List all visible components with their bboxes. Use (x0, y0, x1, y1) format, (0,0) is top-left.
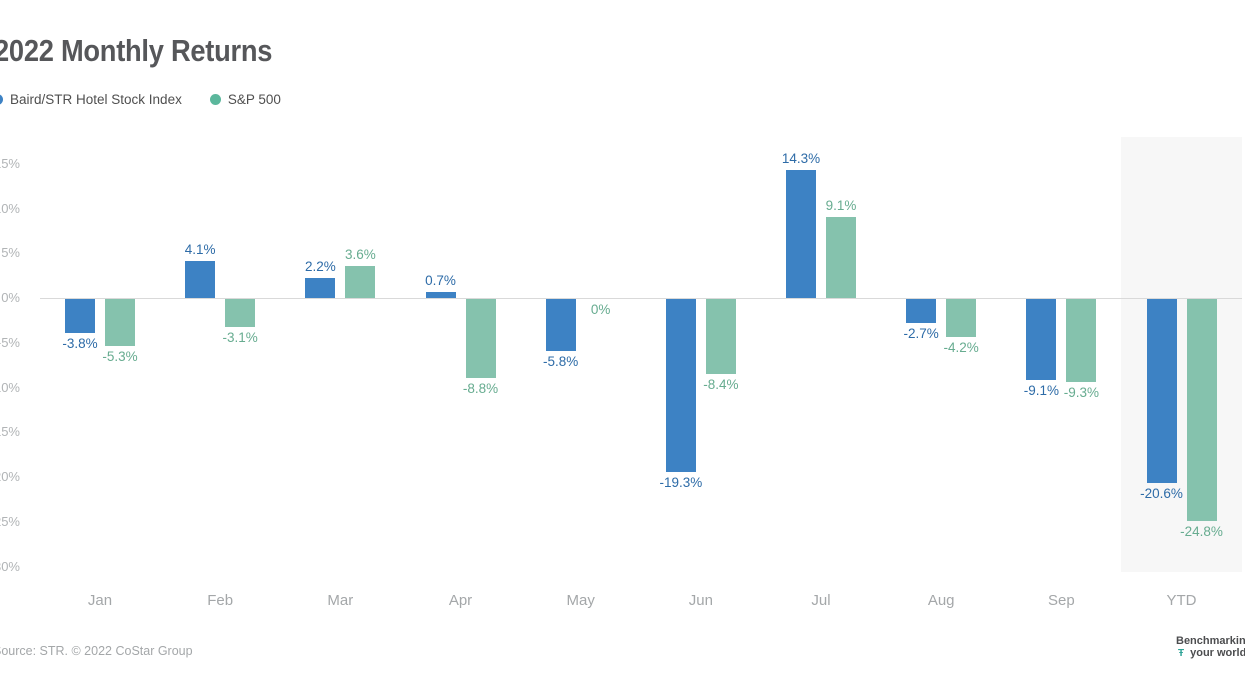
bar-value-label: 3.6% (344, 246, 376, 262)
bar-value-label: 14.3% (781, 151, 821, 166)
bar (465, 299, 496, 378)
bar (1146, 299, 1177, 484)
x-axis-label: May (566, 592, 595, 609)
bar-value-label: -3.8% (62, 336, 98, 351)
bar (65, 299, 95, 333)
bar (946, 299, 977, 337)
bar (345, 265, 376, 298)
x-axis-label: Aug (927, 592, 955, 609)
y-axis-tick: -10% (0, 379, 20, 395)
legend-label: S&P 500 (227, 92, 281, 107)
bar (786, 170, 817, 298)
y-axis-tick: 10% (0, 200, 20, 216)
bar (105, 299, 135, 347)
legend-item: Baird/STR Hotel Stock Index (0, 92, 182, 107)
bar-value-label: 0.7% (425, 272, 456, 288)
page-title: 2022 Monthly Returns (0, 33, 273, 68)
ytd-highlight-band (1121, 137, 1243, 572)
bar-value-label: 9.1% (825, 197, 857, 213)
bar-value-label: -9.1% (1023, 383, 1059, 399)
bar-value-label: -5.8% (543, 353, 579, 369)
bar-value-label: 4.1% (184, 242, 216, 258)
bar (826, 216, 857, 298)
legend-label: Baird/STR Hotel Stock Index (10, 92, 182, 107)
zero-axis-line (40, 298, 1242, 299)
bar (665, 299, 696, 472)
x-axis-label: Jul (811, 592, 831, 609)
bar-value-label: -20.6% (1140, 486, 1183, 502)
bar-value-label: -8.4% (703, 377, 739, 393)
legend-dot-icon (209, 94, 221, 105)
x-axis-label: Sep (1048, 592, 1075, 609)
bar (1026, 299, 1057, 381)
bar-value-label: -2.7% (903, 326, 939, 342)
y-axis-tick: -15% (0, 424, 20, 440)
bar-value-label: -19.3% (659, 474, 703, 490)
x-axis-label: Jun (688, 592, 713, 609)
bar-value-label: -4.2% (943, 339, 979, 355)
bar (1066, 299, 1097, 383)
x-axis-label: Apr (448, 592, 473, 609)
bar-value-label: -9.3% (1063, 385, 1099, 401)
bar (705, 299, 736, 375)
bar-value-label: -3.1% (222, 329, 258, 345)
x-axis-label: Mar (327, 592, 354, 609)
y-axis-tick: 0% (1, 290, 20, 305)
source-note: Source: STR. © 2022 CoStar Group (0, 644, 193, 658)
bar (305, 278, 336, 298)
logo-line1: Benchmarking (1176, 635, 1245, 647)
legend: Baird/STR Hotel Stock Index S&P 500 (0, 92, 281, 107)
str-logo: Benchmarking Ŧ your world (1176, 635, 1245, 660)
bar-value-label: 2.2% (304, 259, 336, 275)
bar (225, 299, 256, 327)
y-axis-tick: 15% (0, 155, 20, 171)
x-axis-label: YTD (1166, 592, 1197, 609)
bar (185, 261, 216, 298)
str-logo-icon: Ŧ (1178, 648, 1185, 659)
bar (1186, 299, 1217, 521)
y-axis-tick: -25% (0, 513, 20, 529)
y-axis-tick: -30% (0, 558, 20, 574)
logo-line2: your world (1190, 647, 1245, 659)
bar-value-label: -8.8% (462, 380, 499, 396)
y-axis-tick: -5% (0, 334, 20, 350)
x-axis-label: Jan (87, 592, 113, 609)
bar (425, 291, 456, 298)
bar (906, 299, 937, 324)
bar-value-label: -24.8% (1180, 523, 1223, 539)
legend-dot-icon (0, 94, 3, 105)
legend-item: S&P 500 (209, 92, 281, 107)
bar-value-label: -5.3% (102, 349, 138, 365)
bar (545, 299, 576, 351)
y-axis-tick: -20% (0, 469, 20, 484)
x-axis-label: Feb (207, 592, 234, 609)
y-axis-tick: 5% (1, 245, 20, 261)
bar-value-label: 0% (590, 302, 611, 317)
